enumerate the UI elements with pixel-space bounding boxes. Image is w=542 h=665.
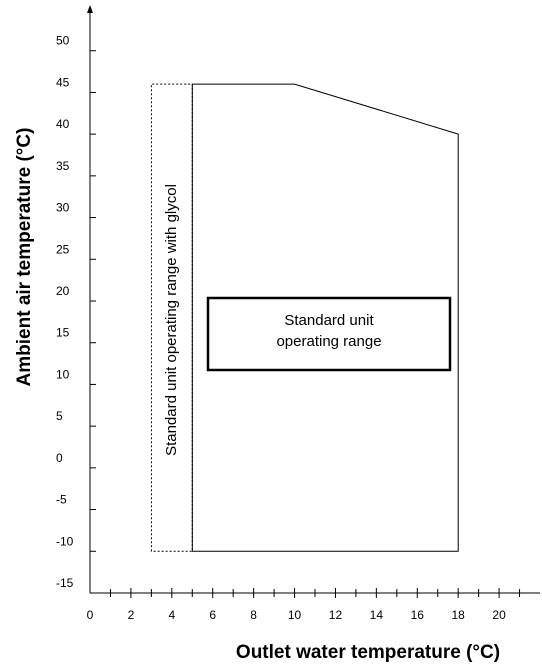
y-tick-label: -10 <box>56 534 74 548</box>
x-axis-title: Outlet water temperature (°C) <box>236 642 500 663</box>
x-tick-label: 8 <box>250 608 257 622</box>
y-tick-label: 50 <box>56 34 70 48</box>
standard-range-label-line-2: operating range <box>276 333 381 350</box>
y-tick-label: -15 <box>56 576 74 590</box>
y-tick-label: 30 <box>56 201 70 215</box>
y-axis-title: Ambient air temperature (°C) <box>14 128 35 387</box>
x-tick-label: 14 <box>370 608 384 622</box>
y-tick-label: -5 <box>56 493 67 507</box>
y-tick-label: 45 <box>56 75 70 89</box>
operating-regions <box>150 83 459 552</box>
standard-range-label-box <box>206 296 452 372</box>
y-tick-label: 5 <box>56 409 63 423</box>
standard-range-label-line-1: Standard unit <box>284 312 374 329</box>
x-tick-label: 2 <box>128 608 135 622</box>
x-tick-label: 20 <box>492 608 506 622</box>
y-tick-label: 0 <box>56 451 63 465</box>
y-tick-label: 35 <box>56 159 70 173</box>
y-tick-label: 10 <box>56 367 70 381</box>
y-tick-label: 25 <box>56 242 70 256</box>
y-ticks: -15 -10 -5 0 5 10 15 20 25 30 35 40 45 50 <box>56 34 96 590</box>
glycol-range-region <box>150 83 193 552</box>
y-tick-label: 20 <box>56 284 70 298</box>
x-tick-label: 18 <box>452 608 466 622</box>
x-tick-label: 16 <box>411 608 425 622</box>
x-tick-label: 6 <box>209 608 216 622</box>
y-axis-arrowhead <box>87 5 93 13</box>
y-tick-label: 40 <box>56 117 70 131</box>
x-tick-label: 12 <box>329 608 343 622</box>
glycol-range-label: Standard unit operating range with glyco… <box>163 184 180 456</box>
x-tick-label: 0 <box>87 608 94 622</box>
x-tick-label: 4 <box>168 608 175 622</box>
x-ticks: 0 2 4 6 8 10 12 14 16 18 20 <box>87 588 521 622</box>
y-tick-label: 15 <box>56 326 70 340</box>
x-tick-label: 10 <box>288 608 302 622</box>
